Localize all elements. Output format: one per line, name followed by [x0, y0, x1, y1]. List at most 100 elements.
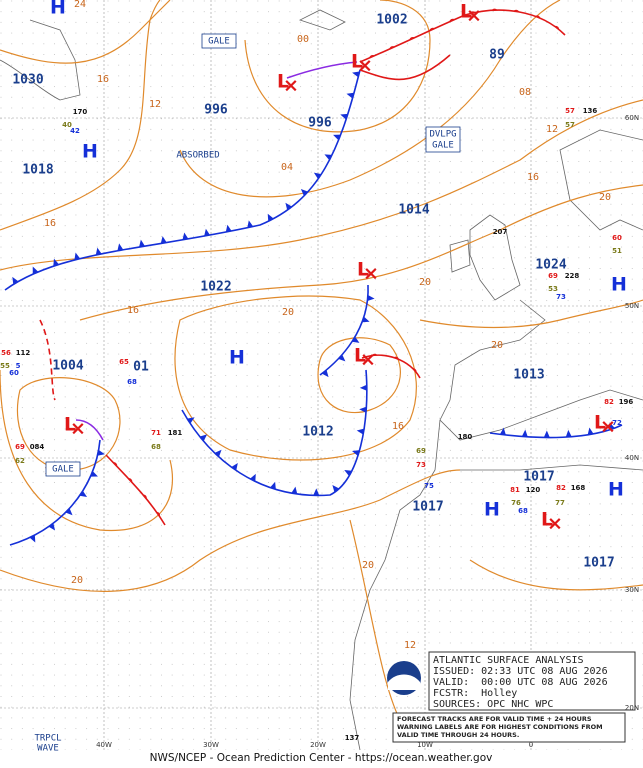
front-triangle [291, 486, 298, 494]
isobar [0, 0, 171, 64]
occluded-front [75, 419, 104, 441]
annotation: ABSORBED [176, 151, 219, 161]
station-value: 73 [416, 461, 426, 469]
station-value: 136 [583, 107, 598, 115]
info-line: SOURCES: OPC NHC WPC [433, 699, 553, 710]
low-center: L [351, 51, 363, 73]
ireland [449, 239, 471, 273]
isobars [0, 0, 643, 721]
station-value: 77 [555, 499, 565, 507]
front-triangle [321, 369, 329, 378]
isobar-label: 20 [599, 192, 611, 203]
isobar-label: 16 [97, 74, 109, 85]
lat-lines [0, 117, 643, 709]
low-x: × [360, 349, 376, 371]
isobar [174, 295, 417, 461]
front-semicircle [534, 15, 541, 19]
front-triangle [231, 463, 238, 471]
high-center: H [82, 141, 98, 163]
station-value: 81 [510, 486, 520, 494]
station-value: 60 [612, 234, 622, 242]
front-triangle [333, 134, 341, 141]
front-triangle [285, 202, 293, 211]
station-value: 168 [571, 484, 586, 492]
pressure-label: 1030 [12, 73, 43, 88]
pressure-label: 996 [308, 116, 332, 131]
station-value: 120 [526, 486, 541, 494]
front-triangle [521, 429, 528, 437]
front-semicircle [554, 25, 560, 30]
isobar-label: 16 [392, 421, 404, 432]
station-value: 228 [565, 272, 580, 280]
isobar [244, 0, 431, 133]
front-triangle [361, 316, 370, 323]
station-value: 53 [548, 285, 558, 293]
isobar [16, 377, 121, 471]
occluded-front [286, 61, 358, 79]
station-value: 42 [70, 127, 80, 135]
pressure-label: 1024 [535, 258, 566, 273]
front-semicircle [393, 356, 400, 360]
front-triangle [12, 276, 19, 285]
front-semicircle [371, 353, 378, 356]
isobar-label: 16 [527, 172, 539, 183]
trough [39, 319, 56, 401]
low-center: L [354, 345, 366, 367]
front-triangle [214, 449, 222, 457]
front-semicircle [112, 462, 118, 467]
isobar-label: 04 [281, 162, 293, 173]
front-triangle [359, 406, 367, 413]
isobar-label: 20 [491, 340, 503, 351]
isobar-label: 20 [362, 560, 374, 571]
front-triangle [313, 172, 322, 180]
isobar [469, 559, 643, 591]
pressure-label: 1022 [200, 280, 231, 295]
front-triangle [95, 247, 102, 256]
isobar-label: 12 [404, 640, 416, 651]
pressure-label: 1013 [513, 368, 544, 383]
front-triangle [565, 429, 572, 438]
station-value: 82 [604, 398, 614, 406]
pressure-label: 1004 [52, 359, 83, 374]
lon-label: 40W [96, 741, 112, 749]
warning-label: GALE [52, 465, 74, 475]
low-center: L [277, 71, 289, 93]
front-semicircle [409, 36, 415, 41]
front-triangle [32, 266, 39, 275]
grid-dots [0, 0, 643, 750]
isobar [0, 0, 161, 231]
warning-box [201, 33, 237, 49]
front-semicircle [469, 11, 476, 14]
front-triangle [300, 188, 309, 196]
lon-label: 10W [417, 741, 433, 749]
high-center: H [608, 479, 624, 501]
station-value: 57 [565, 107, 575, 115]
info-line: ISSUED: 02:33 UTC 08 AUG 2026 [433, 666, 608, 677]
station-value: 82 [556, 484, 566, 492]
front-triangle [270, 481, 276, 490]
lat-label: 50N [625, 302, 639, 310]
front-triangle [351, 450, 360, 456]
note-line: FORECAST TRACKS ARE FOR VALID TIME + 24 … [397, 715, 592, 723]
lon-label: 0 [529, 741, 533, 749]
isobar-label: 20 [419, 277, 431, 288]
front-triangle [182, 232, 189, 240]
front-semicircle [449, 18, 455, 22]
noaa-logo [387, 661, 421, 695]
cold-front [4, 69, 361, 291]
low-x: × [283, 75, 299, 97]
front-semicircle [128, 478, 133, 483]
front-triangle [139, 239, 145, 248]
lat-label: 20N [625, 704, 639, 712]
station-value: 62 [15, 457, 25, 465]
info-line: FCSTR: Holley [433, 688, 517, 699]
cold-front [9, 439, 101, 546]
high-center: H [50, 0, 66, 19]
station-value: 65 [119, 358, 129, 366]
note-line: WARNING LABELS ARE FOR HIGHEST CONDITION… [397, 723, 603, 731]
station-value: 60 [9, 369, 19, 377]
front-triangle [29, 534, 36, 543]
warning-box [425, 126, 461, 153]
low-center: L [541, 509, 553, 531]
pressure-label: 1018 [22, 163, 53, 178]
